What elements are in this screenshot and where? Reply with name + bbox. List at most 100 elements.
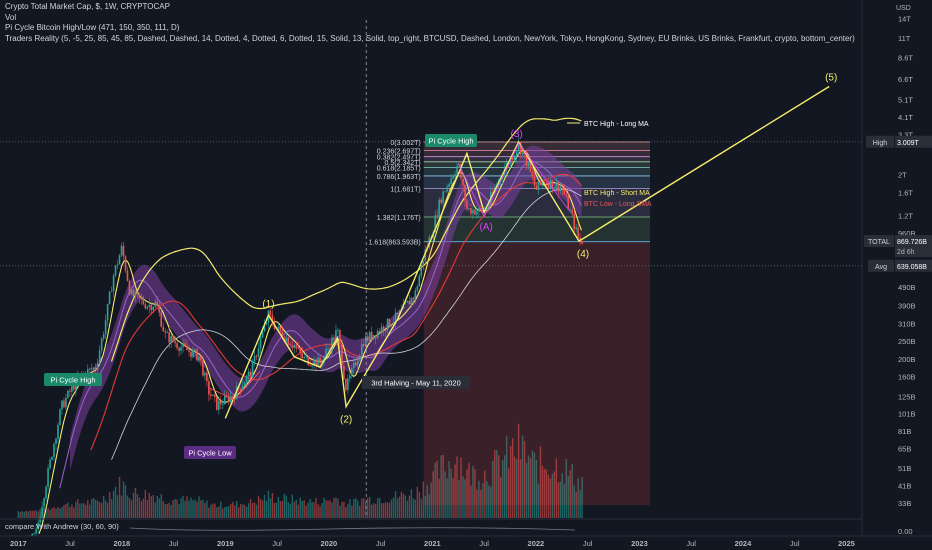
- volume-bar: [222, 508, 224, 518]
- volume-bar: [549, 478, 552, 518]
- candle-body: [303, 356, 305, 358]
- badge-value: 869.726B: [897, 239, 927, 246]
- candle-body: [57, 424, 59, 439]
- volume-bar: [77, 499, 79, 518]
- candle-body: [565, 194, 568, 196]
- volume-bar: [154, 502, 156, 518]
- volume-bar: [404, 495, 407, 518]
- price-tick: 51B: [898, 464, 911, 473]
- candle-body: [527, 162, 530, 167]
- volume-bar: [541, 465, 544, 518]
- volume-bar: [496, 450, 498, 518]
- tag-background: [44, 373, 102, 386]
- volume-bar: [45, 509, 47, 518]
- badge-value-bg: [895, 135, 932, 148]
- tag-text-pi_high_1: Pi Cycle High: [50, 376, 95, 385]
- volume-bar: [53, 507, 55, 518]
- time-tick: Jul: [583, 539, 593, 548]
- candle-body: [114, 265, 117, 276]
- candle-body: [100, 338, 103, 351]
- candle-body: [239, 388, 242, 391]
- volume-bar: [482, 483, 484, 518]
- red-moving-average: [90, 173, 582, 451]
- annotation-tag[interactable]: Pi Cycle High: [44, 373, 102, 386]
- volume-bar: [136, 493, 139, 518]
- badge-value-bg: [895, 259, 932, 272]
- volume-bar: [110, 499, 113, 518]
- volume-bar: [533, 452, 536, 518]
- volume-bar: [502, 460, 504, 518]
- legend-pi-cycle[interactable]: Pi Cycle Bitcoin High/Low (471, 150, 350…: [5, 23, 180, 32]
- annotation-tag[interactable]: 3rd Halving - May 11, 2020: [362, 376, 470, 389]
- legend-volume[interactable]: Vol: [5, 12, 17, 22]
- candle-body: [472, 209, 474, 214]
- volume-bar: [573, 485, 575, 518]
- wave-label-2: (2): [340, 415, 352, 426]
- price-tick: 4.1T: [898, 113, 913, 122]
- volume-bar: [454, 464, 456, 518]
- legend-traders-reality[interactable]: Traders Reality (5, -5, 25, 85, 45, 85, …: [5, 33, 855, 43]
- volume-bar: [351, 505, 353, 518]
- candle-body: [279, 326, 282, 332]
- candle-body: [577, 227, 579, 238]
- volume-bar: [500, 477, 502, 518]
- badge-countdown: 2d 6h: [897, 249, 915, 256]
- volume-bar: [430, 482, 432, 518]
- candle-body: [368, 332, 371, 341]
- candle-body: [265, 322, 268, 325]
- volume-bar: [241, 504, 244, 518]
- volume-bar: [289, 503, 291, 518]
- volume-bar: [204, 503, 206, 518]
- volume-bar: [188, 500, 190, 518]
- volume-bar: [140, 501, 143, 518]
- annotation-tag[interactable]: Pi Cycle Low: [184, 446, 236, 459]
- candle-body: [319, 357, 321, 364]
- volume-bar: [69, 507, 71, 518]
- volume-bar: [545, 469, 548, 518]
- time-tick: 2024: [735, 539, 753, 548]
- volume-bar: [311, 502, 313, 518]
- high-badge[interactable]: High 3.009T: [866, 135, 932, 148]
- candle-body: [420, 264, 423, 276]
- avg-badge[interactable]: Avg 639.058B: [868, 259, 932, 272]
- volume-bar: [247, 503, 250, 518]
- volume-bar: [490, 486, 492, 518]
- yellow-short-ma: [38, 150, 583, 534]
- candle-body: [249, 371, 252, 378]
- candle-body: [202, 360, 204, 376]
- candle-body: [231, 395, 234, 397]
- volume-bar: [21, 511, 23, 518]
- candle-body: [148, 304, 151, 307]
- candle-body: [186, 345, 188, 351]
- candle-body: [343, 365, 345, 379]
- volume-bar: [184, 500, 186, 518]
- tag-background: [362, 376, 470, 389]
- volume-bar: [376, 498, 379, 518]
- volume-bar: [128, 497, 131, 518]
- candle-body: [545, 183, 548, 185]
- volume-bar: [132, 492, 135, 518]
- candle-body: [255, 355, 258, 357]
- volume-bar: [577, 478, 579, 518]
- candle-body: [61, 400, 63, 410]
- candle-body: [382, 326, 385, 332]
- total-badge[interactable]: TOTAL 869.726B 2d 6h: [864, 235, 932, 258]
- volume-bar: [196, 501, 198, 518]
- legend-symbol[interactable]: Crypto Total Market Cap, $, 1W, CRYPTOCA…: [5, 2, 170, 11]
- candle-body: [243, 382, 246, 387]
- candle-body: [450, 178, 452, 185]
- candle-body: [412, 297, 415, 299]
- candle-body: [525, 154, 528, 167]
- candle-body: [392, 322, 395, 326]
- time-tick: Jul: [65, 539, 75, 548]
- time-tick: 2021: [424, 539, 441, 548]
- time-tick: 2025: [838, 539, 855, 548]
- annotation-tag[interactable]: Pi Cycle High: [425, 134, 477, 147]
- time-tick: Jul: [376, 539, 386, 548]
- volume-bar: [146, 499, 149, 518]
- volume-bar: [104, 500, 107, 518]
- candle-body: [45, 486, 47, 499]
- candle-body: [394, 312, 397, 323]
- volume-bar: [428, 494, 430, 518]
